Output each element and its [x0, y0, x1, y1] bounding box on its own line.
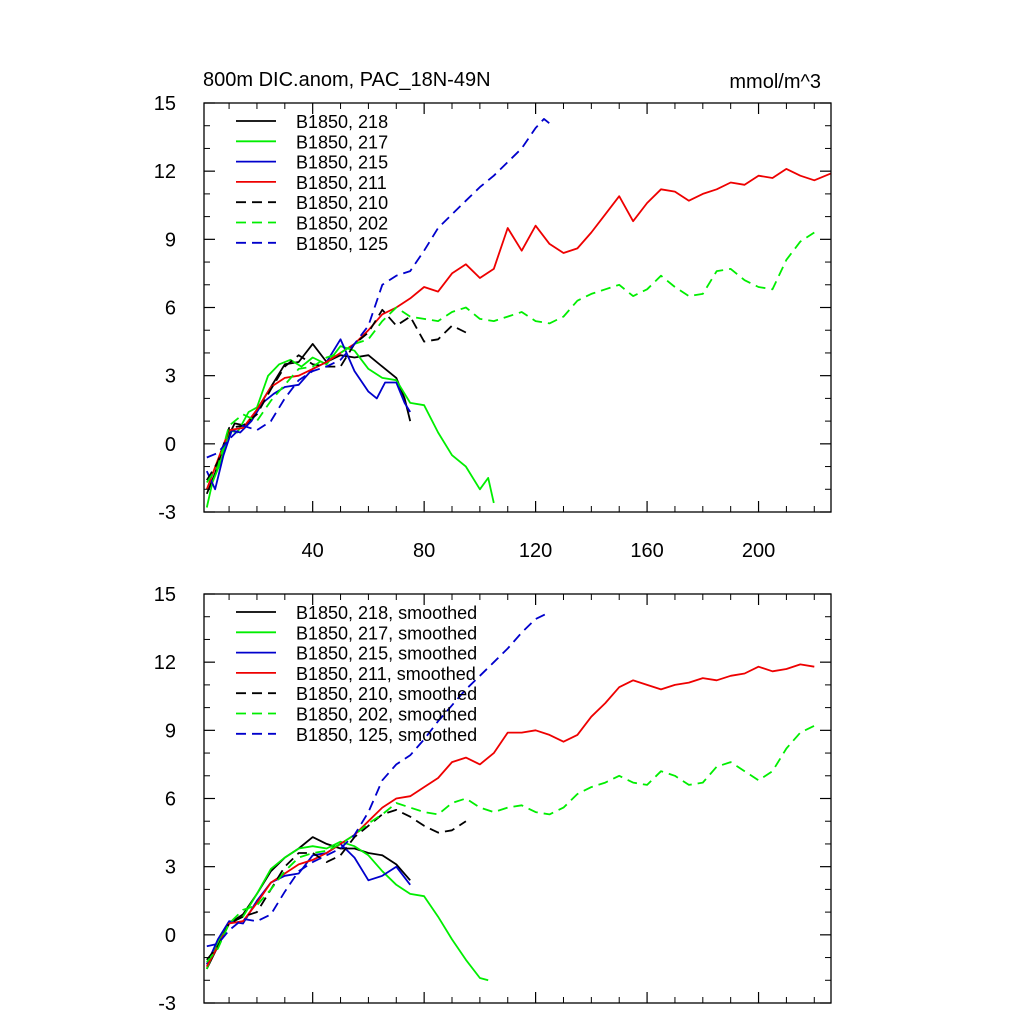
legend-label-3: B1850, 211 — [296, 173, 387, 193]
y-tick-label: 15 — [154, 584, 176, 606]
legend-label-6: B1850, 125, smoothed — [296, 725, 477, 745]
legend-label-6: B1850, 125 — [296, 234, 388, 254]
y-tick-label: 9 — [165, 720, 176, 742]
y-tick-label: 6 — [165, 298, 176, 320]
series-line-6 — [206, 611, 550, 948]
series-line-4 — [206, 308, 467, 481]
chart-title: 800m DIC.anom, PAC_18N-49N — [203, 69, 491, 91]
series-line-2 — [205, 338, 411, 491]
y-tick-label: 9 — [165, 229, 176, 251]
series-group — [205, 611, 815, 982]
x-tick-label: 200 — [742, 540, 775, 562]
y-tick-label: 0 — [165, 434, 176, 456]
legend-label-0: B1850, 218 — [296, 112, 388, 132]
legend-label-4: B1850, 210 — [296, 193, 388, 213]
series-line-5 — [206, 724, 815, 963]
series-line-1 — [205, 345, 495, 508]
y-tick-label: -3 — [158, 993, 176, 1015]
y-tick-label: 15 — [154, 93, 176, 115]
legend-label-3: B1850, 211, smoothed — [296, 664, 476, 684]
series-line-6 — [206, 118, 553, 459]
y-tick-label: 12 — [154, 161, 176, 183]
x-tick-label: 80 — [413, 540, 435, 562]
y-tick-label: 0 — [165, 925, 176, 947]
series-line-5 — [206, 231, 815, 484]
series-line-3 — [206, 663, 815, 968]
series-line-3 — [205, 167, 831, 490]
series-group — [205, 118, 831, 508]
legend-label-0: B1850, 218, smoothed — [296, 603, 477, 623]
series-line-1 — [205, 840, 489, 982]
legend-label-1: B1850, 217 — [296, 132, 388, 152]
legend-label-5: B1850, 202, smoothed — [296, 705, 477, 725]
x-tick-label: 120 — [519, 540, 552, 562]
y-tick-label: 3 — [165, 366, 176, 388]
x-tick-label: 40 — [302, 540, 324, 562]
legend-label-5: B1850, 202 — [296, 214, 388, 234]
y-tick-label: -3 — [158, 502, 176, 524]
chart-units: mmol/m^3 — [729, 71, 821, 93]
legend-label-1: B1850, 217, smoothed — [296, 623, 477, 643]
series-line-0 — [205, 342, 412, 495]
chart-top-raw: 800m DIC.anom, PAC_18N-49N mmol/m^3 -3 0 3… — [154, 69, 832, 562]
series-line-4 — [206, 809, 467, 961]
x-tick-label: 160 — [630, 540, 663, 562]
y-tick-label: 6 — [165, 789, 176, 811]
y-tick-label: 3 — [165, 857, 176, 879]
series-line-0 — [205, 836, 411, 970]
y-tick-label: 12 — [154, 652, 176, 674]
legend-label-4: B1850, 210, smoothed — [296, 684, 477, 704]
legend-label-2: B1850, 215 — [296, 153, 388, 173]
legend-label-2: B1850, 215, smoothed — [296, 644, 477, 664]
